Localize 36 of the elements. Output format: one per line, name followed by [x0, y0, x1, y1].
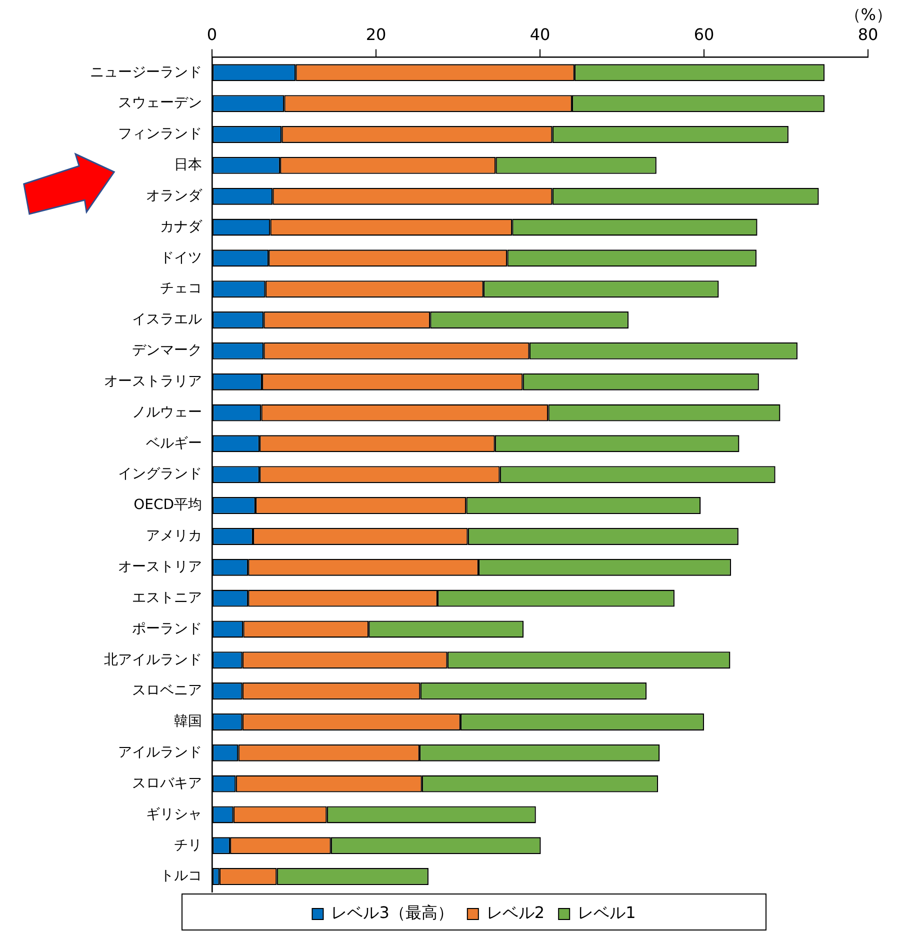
y-tick-label: チェコ — [160, 280, 202, 297]
y-tick-label: ベルギー — [146, 435, 202, 452]
y-tick-label: 北アイルランド — [104, 652, 202, 668]
x-tick-label: 20 — [366, 24, 386, 44]
y-tick-label: ポーランド — [132, 620, 202, 637]
y-tick-label: トルコ — [160, 868, 202, 884]
y-tick-label: 日本 — [174, 157, 202, 174]
x-tick-label: 60 — [694, 24, 714, 44]
legend-label: レベル1 — [578, 903, 636, 922]
y-tick-label: エストニア — [132, 590, 202, 606]
y-tick-label: イスラエル — [132, 312, 202, 328]
x-tick-label: 80 — [858, 24, 878, 44]
y-tick-label: ドイツ — [160, 250, 202, 266]
y-tick-label: 韓国 — [174, 714, 202, 730]
y-tick-label: チリ — [174, 837, 202, 854]
y-tick-label: オランダ — [146, 188, 203, 204]
y-tick-label: ギリシャ — [146, 806, 202, 822]
x-axis-title: （%） — [844, 5, 892, 24]
y-tick-label: オーストリア — [118, 558, 202, 575]
x-tick-label: 0 — [206, 24, 218, 44]
legend-label: レベル3（最高） — [331, 903, 454, 922]
y-tick-label: スロベニア — [132, 682, 202, 699]
y-tick-label: ニュージーランド — [90, 64, 202, 80]
y-tick-label: アメリカ — [146, 528, 202, 544]
y-tick-label: デンマーク — [132, 342, 202, 359]
y-tick-label: イングランド — [118, 466, 202, 482]
legend-label: レベル2 — [486, 903, 545, 922]
y-tick-label: カナダ — [160, 218, 203, 235]
y-tick-label: アイルランド — [118, 744, 202, 761]
y-tick-label: フィンランド — [118, 126, 202, 142]
y-tick-label: オーストラリア — [104, 373, 202, 390]
y-tick-label: スロバキア — [132, 775, 202, 792]
y-tick-label: OECD平均 — [134, 497, 202, 514]
y-tick-label: ノルウェー — [132, 404, 202, 420]
x-tick-label: 40 — [530, 24, 550, 44]
y-tick-label: スウェーデン — [118, 95, 202, 112]
